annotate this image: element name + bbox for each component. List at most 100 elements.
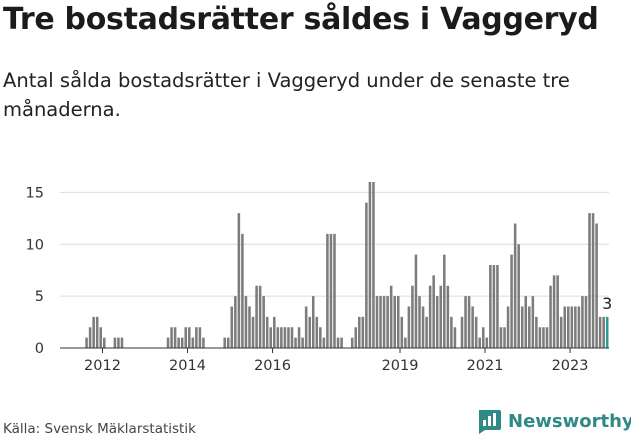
bar bbox=[446, 285, 450, 348]
bar-latest bbox=[605, 316, 609, 348]
bar bbox=[524, 296, 528, 348]
bar bbox=[95, 316, 99, 348]
bar bbox=[223, 337, 226, 348]
bar bbox=[432, 275, 435, 348]
bar bbox=[354, 327, 358, 348]
bar bbox=[418, 296, 421, 348]
bar bbox=[379, 296, 382, 348]
bar bbox=[244, 296, 248, 348]
bar bbox=[584, 296, 588, 348]
bar bbox=[188, 327, 191, 348]
bar bbox=[358, 316, 361, 348]
bar bbox=[499, 327, 503, 348]
bar bbox=[559, 316, 563, 348]
bar bbox=[538, 327, 542, 348]
x-tick-label: 2019 bbox=[382, 358, 419, 374]
bar bbox=[191, 337, 195, 348]
bar-chart: 0 5 10 15 2012 2014 2016 2019 2021 2023 3 bbox=[26, 182, 612, 374]
bar bbox=[85, 337, 88, 348]
bar bbox=[184, 327, 188, 348]
bar bbox=[421, 306, 425, 348]
bar bbox=[393, 296, 396, 348]
bar bbox=[265, 316, 269, 348]
bar bbox=[453, 327, 457, 348]
x-tick-label: 2016 bbox=[254, 358, 291, 374]
x-tick-label: 2014 bbox=[169, 358, 206, 374]
bar bbox=[311, 296, 315, 348]
bar bbox=[287, 327, 290, 348]
chart-title: Tre bostadsrätter såldes i Vaggeryd bbox=[3, 2, 599, 37]
bar bbox=[386, 296, 389, 348]
y-tick-label: 15 bbox=[26, 185, 44, 201]
bar bbox=[563, 306, 566, 348]
bar bbox=[414, 254, 418, 348]
bar bbox=[588, 213, 591, 348]
bar bbox=[269, 327, 273, 348]
bar bbox=[255, 285, 258, 348]
newsworthy-logo[interactable]: Newsworthy bbox=[476, 408, 631, 434]
x-tick-label: 2021 bbox=[467, 358, 504, 374]
bar bbox=[478, 337, 481, 348]
bar bbox=[103, 337, 106, 348]
bar bbox=[177, 337, 180, 348]
bar bbox=[290, 327, 294, 348]
bar bbox=[117, 337, 120, 348]
bar bbox=[276, 327, 280, 348]
bar bbox=[506, 306, 510, 348]
bar bbox=[464, 296, 467, 348]
bar bbox=[595, 223, 598, 348]
bar bbox=[375, 296, 379, 348]
bar bbox=[202, 337, 205, 348]
bar bbox=[556, 275, 559, 348]
bar bbox=[234, 296, 237, 348]
bar bbox=[166, 337, 170, 348]
bar bbox=[535, 316, 538, 348]
y-axis: 0 5 10 15 bbox=[26, 185, 44, 357]
bar bbox=[411, 285, 414, 348]
bar bbox=[425, 316, 428, 348]
newsworthy-logo-icon bbox=[479, 410, 501, 434]
bar bbox=[566, 306, 570, 348]
bar bbox=[510, 254, 513, 348]
bar bbox=[198, 327, 202, 348]
bar bbox=[552, 275, 556, 348]
bars bbox=[85, 182, 609, 348]
bar bbox=[336, 337, 340, 348]
last-value-label: 3 bbox=[602, 294, 612, 313]
chart-subtitle: Antal sålda bostadsrätter i Vaggeryd und… bbox=[3, 69, 570, 121]
bar bbox=[120, 337, 124, 348]
bar bbox=[361, 316, 365, 348]
bar bbox=[471, 306, 474, 348]
bar bbox=[591, 213, 595, 348]
bar bbox=[301, 337, 304, 348]
bar bbox=[577, 306, 581, 348]
bar bbox=[350, 337, 354, 348]
bar bbox=[467, 296, 471, 348]
bar bbox=[340, 337, 343, 348]
bar bbox=[439, 285, 443, 348]
bar bbox=[545, 327, 549, 348]
bar bbox=[443, 254, 446, 348]
bar bbox=[520, 306, 524, 348]
bar bbox=[173, 327, 177, 348]
bar bbox=[280, 327, 283, 348]
bar bbox=[319, 327, 322, 348]
bar bbox=[574, 306, 577, 348]
bar bbox=[481, 327, 485, 348]
bar bbox=[180, 337, 184, 348]
bar bbox=[372, 182, 375, 348]
y-tick-label: 10 bbox=[26, 237, 44, 253]
bar bbox=[396, 296, 400, 348]
bar bbox=[297, 327, 301, 348]
bar bbox=[570, 306, 574, 348]
bar bbox=[460, 316, 464, 348]
y-tick-label: 0 bbox=[35, 341, 44, 357]
source-credit: Källa: Svensk Mäklarstatistik bbox=[3, 421, 196, 437]
bar bbox=[283, 327, 287, 348]
bar bbox=[450, 316, 453, 348]
bar bbox=[237, 213, 241, 348]
bar bbox=[474, 316, 478, 348]
bar bbox=[489, 265, 492, 348]
bar bbox=[258, 285, 262, 348]
bar bbox=[435, 296, 439, 348]
